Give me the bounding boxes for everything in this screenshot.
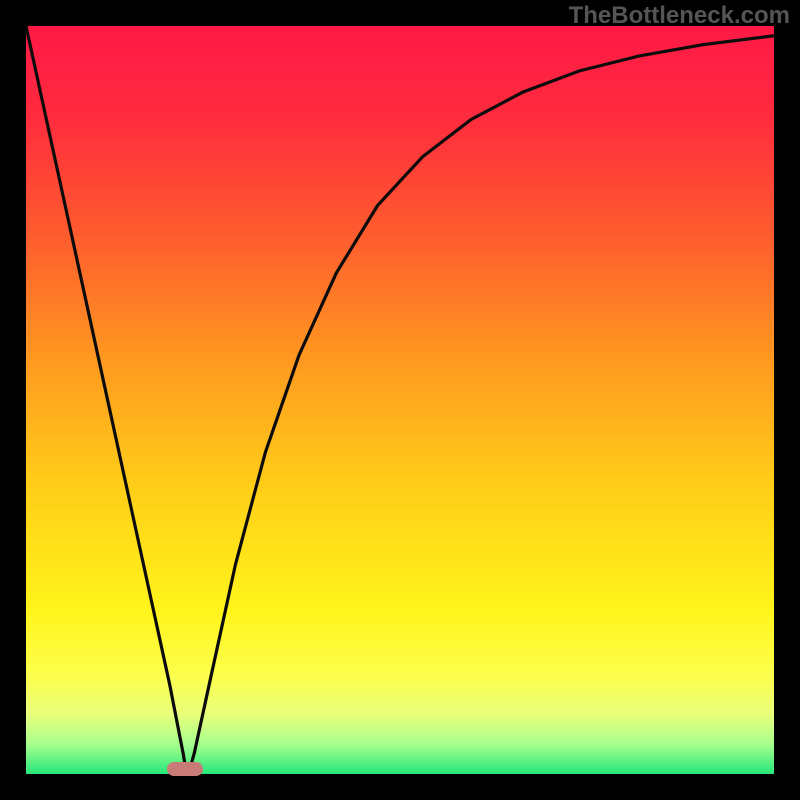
bottleneck-curve bbox=[26, 26, 774, 767]
plot-area bbox=[26, 26, 774, 774]
watermark-text: TheBottleneck.com bbox=[569, 2, 790, 30]
curve-layer bbox=[26, 26, 774, 774]
min-point-marker bbox=[167, 762, 203, 776]
chart-container: TheBottleneck.com bbox=[0, 0, 800, 800]
